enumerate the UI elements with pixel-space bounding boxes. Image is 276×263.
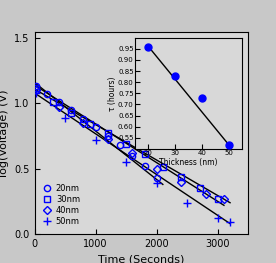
40nm [131, 151, 134, 155]
20nm [106, 134, 110, 138]
30nm [124, 142, 128, 145]
Legend: 20nm, 30nm, 40nm, 50nm: 20nm, 30nm, 40nm, 50nm [41, 182, 82, 228]
20nm [35, 85, 38, 88]
30nm [143, 153, 146, 156]
40nm [57, 106, 61, 109]
40nm [222, 197, 225, 200]
30nm [216, 197, 219, 200]
50nm [216, 217, 219, 220]
50nm [94, 138, 97, 141]
20nm [82, 118, 85, 121]
40nm [35, 89, 38, 92]
40nm [179, 180, 183, 183]
Line: 20nm: 20nm [33, 83, 160, 181]
X-axis label: Time (Seconds): Time (Seconds) [98, 255, 185, 263]
Line: 40nm: 40nm [33, 87, 227, 202]
30nm [35, 86, 38, 89]
Line: 50nm: 50nm [33, 89, 234, 226]
30nm [198, 187, 201, 190]
30nm [51, 100, 54, 104]
30nm [88, 123, 91, 126]
50nm [155, 181, 158, 185]
30nm [161, 166, 164, 169]
20nm [57, 100, 61, 104]
30nm [106, 132, 110, 135]
30nm [70, 111, 73, 114]
50nm [186, 201, 189, 204]
20nm [155, 176, 158, 179]
20nm [143, 165, 146, 168]
20nm [118, 144, 122, 147]
40nm [155, 167, 158, 170]
50nm [229, 221, 232, 224]
Y-axis label: log(Voltage) (V): log(Voltage) (V) [0, 89, 9, 176]
X-axis label: Thickness (nm): Thickness (nm) [159, 158, 218, 167]
20nm [45, 93, 48, 96]
Line: 30nm: 30nm [33, 85, 221, 202]
40nm [106, 137, 110, 140]
50nm [63, 116, 67, 119]
40nm [82, 122, 85, 125]
50nm [124, 161, 128, 164]
40nm [204, 192, 207, 195]
20nm [131, 154, 134, 157]
50nm [35, 91, 38, 94]
30nm [179, 175, 183, 178]
Y-axis label: τ (hours): τ (hours) [108, 76, 116, 110]
20nm [94, 125, 97, 129]
20nm [70, 108, 73, 112]
